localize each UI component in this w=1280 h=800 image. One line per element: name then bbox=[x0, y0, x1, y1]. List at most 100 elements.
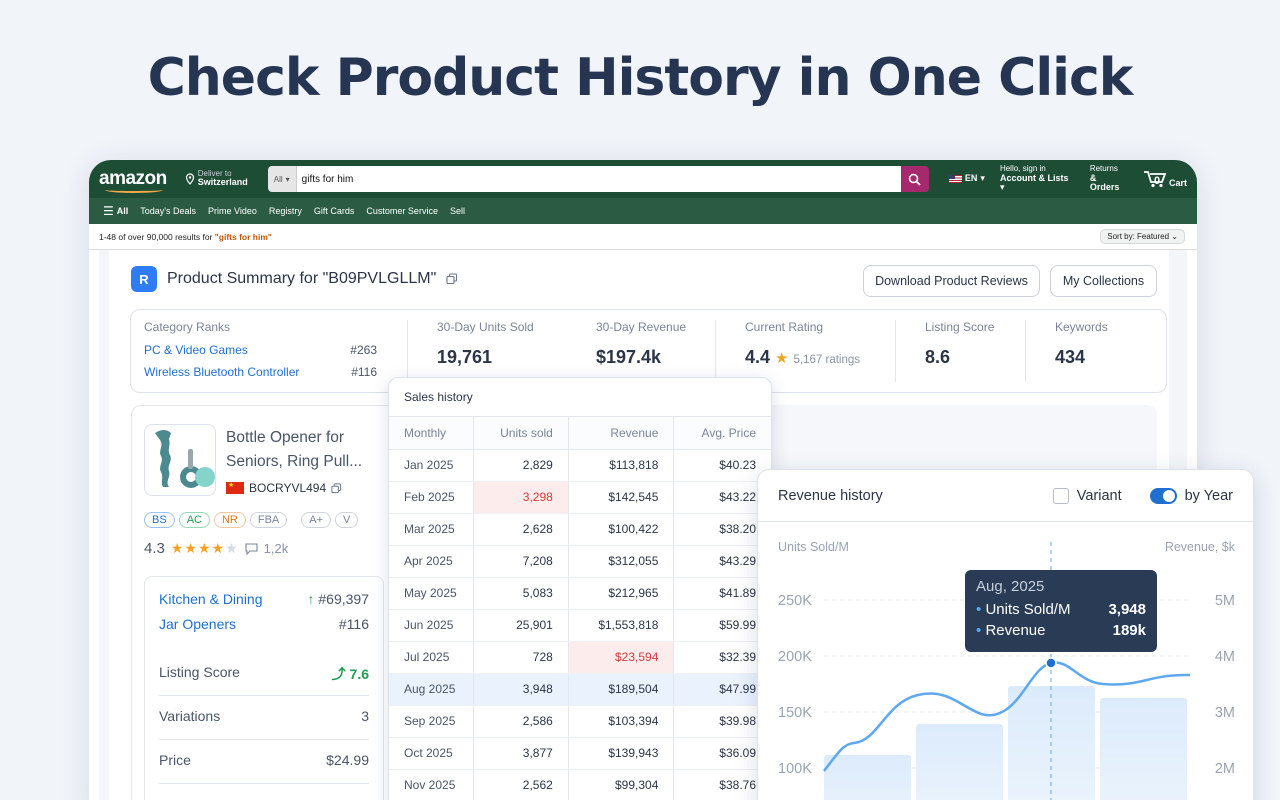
summary-title: Product Summary for "B09PVLGLLM" bbox=[167, 270, 437, 287]
cell-revenue: $312,055 bbox=[568, 545, 675, 578]
by-year-label: by Year bbox=[1184, 487, 1233, 504]
cell-avg-price: $43.22 bbox=[673, 481, 771, 514]
variations-value: 3 bbox=[361, 708, 369, 724]
cart-button[interactable]: 0 Cart bbox=[1143, 170, 1187, 188]
copy-icon[interactable] bbox=[446, 273, 458, 285]
table-row[interactable]: Sep 2025 2,586 $103,394 $39.98 bbox=[389, 705, 771, 738]
col-avg-price[interactable]: Avg. Price bbox=[673, 417, 771, 450]
cell-revenue: $100,422 bbox=[568, 513, 675, 546]
cell-month: Jan 2025 bbox=[389, 449, 474, 482]
nav-registry[interactable]: Registry bbox=[268, 206, 302, 216]
china-flag-icon bbox=[226, 481, 244, 494]
deliver-label: Deliver to bbox=[197, 168, 232, 178]
cell-units: 7,208 bbox=[473, 545, 569, 578]
comment-icon bbox=[245, 542, 258, 555]
cell-revenue: $103,394 bbox=[568, 705, 675, 738]
cell-month: Jun 2025 bbox=[389, 609, 474, 642]
cell-avg-price: $59.99 bbox=[673, 609, 771, 642]
sales-history-title: Sales history bbox=[389, 378, 771, 417]
deliver-to[interactable]: Deliver to Switzerland bbox=[185, 168, 248, 189]
listing-score: ⤴ 7.6 bbox=[332, 664, 369, 684]
by-year-toggle[interactable] bbox=[1149, 487, 1177, 504]
nav-todays-deals[interactable]: Today's Deals bbox=[140, 206, 197, 216]
extension-logo-icon: R bbox=[131, 266, 157, 292]
tag-fba[interactable]: FBA bbox=[249, 512, 288, 528]
table-row[interactable]: Feb 2025 3,298 $142,545 $43.22 bbox=[389, 481, 771, 514]
cell-revenue: $139,943 bbox=[568, 737, 675, 770]
listing-score-row: Listing Score ⤴ 7.6 bbox=[159, 664, 369, 684]
table-row[interactable]: Jan 2025 2,829 $113,818 $40.23 bbox=[389, 449, 771, 482]
tag-aplus[interactable]: A+ bbox=[301, 512, 332, 528]
revenue-history-panel: Revenue history Variant by Year Units So… bbox=[757, 469, 1254, 800]
amazon-logo[interactable]: amazon bbox=[99, 168, 167, 193]
product-image[interactable] bbox=[144, 424, 216, 496]
copy-icon[interactable] bbox=[331, 482, 342, 494]
download-reviews-button[interactable]: Download Product Reviews bbox=[863, 265, 1040, 297]
table-row[interactable]: Aug 2025 3,948 $189,504 $47.99 bbox=[389, 673, 771, 706]
returns-label: Returns bbox=[1089, 164, 1118, 174]
search-category-select[interactable]: All ▾ bbox=[267, 166, 297, 192]
language-selector[interactable]: EN ▾ bbox=[948, 173, 985, 184]
cell-revenue: $23,594 bbox=[568, 641, 675, 674]
listing-score-value: 7.6 bbox=[349, 666, 369, 682]
revenue-bar[interactable] bbox=[1100, 698, 1187, 800]
account-menu[interactable]: Hello, sign in Account & Lists ▾ bbox=[999, 164, 1069, 193]
nav-prime-video[interactable]: Prime Video bbox=[208, 206, 257, 216]
nav-sell[interactable]: Sell bbox=[449, 206, 465, 216]
cell-revenue: $189,504 bbox=[568, 673, 675, 706]
table-row[interactable]: Jun 2025 25,901 $1,553,818 $59.99 bbox=[389, 609, 771, 642]
search-button[interactable] bbox=[900, 166, 929, 192]
table-row[interactable]: Mar 2025 2,628 $100,422 $38.20 bbox=[389, 513, 771, 546]
cell-revenue: $1,553,818 bbox=[568, 609, 675, 642]
table-row[interactable]: May 2025 5,083 $212,965 $41.89 bbox=[389, 577, 771, 610]
nav-gift-cards[interactable]: Gift Cards bbox=[313, 206, 355, 216]
nav-customer-service[interactable]: Customer Service bbox=[366, 206, 438, 216]
col-monthly[interactable]: Monthly bbox=[389, 417, 474, 450]
tag-ac[interactable]: AC bbox=[178, 512, 210, 528]
variant-checkbox[interactable] bbox=[1052, 487, 1069, 504]
tooltip-units-value: 3,948 bbox=[1108, 601, 1146, 618]
category-link[interactable]: Kitchen & Dining bbox=[159, 591, 263, 607]
cell-month: Mar 2025 bbox=[389, 513, 474, 546]
col-units-sold[interactable]: Units sold bbox=[473, 417, 569, 450]
deliver-place: Switzerland bbox=[197, 176, 248, 187]
cell-revenue: $212,965 bbox=[568, 577, 675, 610]
rank-category-link[interactable]: PC & Video Games bbox=[144, 343, 248, 357]
returns-orders[interactable]: Returns & Orders bbox=[1090, 165, 1128, 192]
tag-nr[interactable]: NR bbox=[213, 512, 246, 528]
cell-units: 3,298 bbox=[473, 481, 569, 514]
cell-avg-price: $36.09 bbox=[673, 737, 771, 770]
search-category-label: All bbox=[273, 174, 283, 184]
cell-avg-price: $40.23 bbox=[673, 449, 771, 482]
rank-category-link[interactable]: Wireless Bluetooth Controller bbox=[144, 365, 300, 379]
summary-stats: Category Ranks PC & Video Games #263 Wire… bbox=[130, 309, 1167, 393]
table-row[interactable]: Apr 2025 7,208 $312,055 $43.29 bbox=[389, 545, 771, 578]
hover-point[interactable] bbox=[1045, 657, 1057, 669]
table-row[interactable]: Oct 2025 3,877 $139,943 $36.09 bbox=[389, 737, 771, 770]
revenue-bar[interactable] bbox=[916, 724, 1003, 800]
revenue-history-header: Revenue history Variant by Year bbox=[758, 470, 1253, 522]
all-menu-button[interactable]: ☰ All bbox=[103, 204, 128, 218]
cell-units: 2,628 bbox=[473, 513, 569, 546]
col-revenue[interactable]: Revenue bbox=[568, 417, 675, 450]
tag-v[interactable]: V bbox=[335, 512, 359, 528]
cell-avg-price: $38.76 bbox=[673, 769, 771, 800]
bottle-opener-image bbox=[155, 430, 215, 488]
caret-down-icon: ▾ bbox=[285, 174, 290, 184]
caret-down-icon: ▾ bbox=[980, 173, 985, 184]
rank-row: PC & Video Games #263 bbox=[144, 343, 377, 357]
units-sold-line[interactable] bbox=[823, 661, 1191, 772]
search-input[interactable] bbox=[296, 166, 901, 192]
stat-value: 19,761 bbox=[437, 347, 493, 367]
table-row[interactable]: Nov 2025 2,562 $99,304 $38.76 bbox=[389, 769, 771, 800]
stat-value: $197.4k bbox=[596, 347, 662, 367]
subcategory-link[interactable]: Jar Openers bbox=[159, 616, 237, 632]
search-icon bbox=[909, 173, 922, 186]
my-collections-button[interactable]: My Collections bbox=[1050, 265, 1157, 297]
revenue-bar[interactable] bbox=[824, 755, 911, 800]
product-name[interactable]: Bottle Opener for Seniors, Ring Pull... bbox=[226, 429, 363, 470]
sort-dropdown[interactable]: Sort by: Featured ⌄ bbox=[1100, 229, 1185, 244]
tag-bs[interactable]: BS bbox=[144, 512, 175, 528]
table-row[interactable]: Jul 2025 728 $23,594 $32.39 bbox=[389, 641, 771, 674]
stat-rating: Current Rating 4.4 ★ 5,167 ratings bbox=[745, 320, 860, 368]
